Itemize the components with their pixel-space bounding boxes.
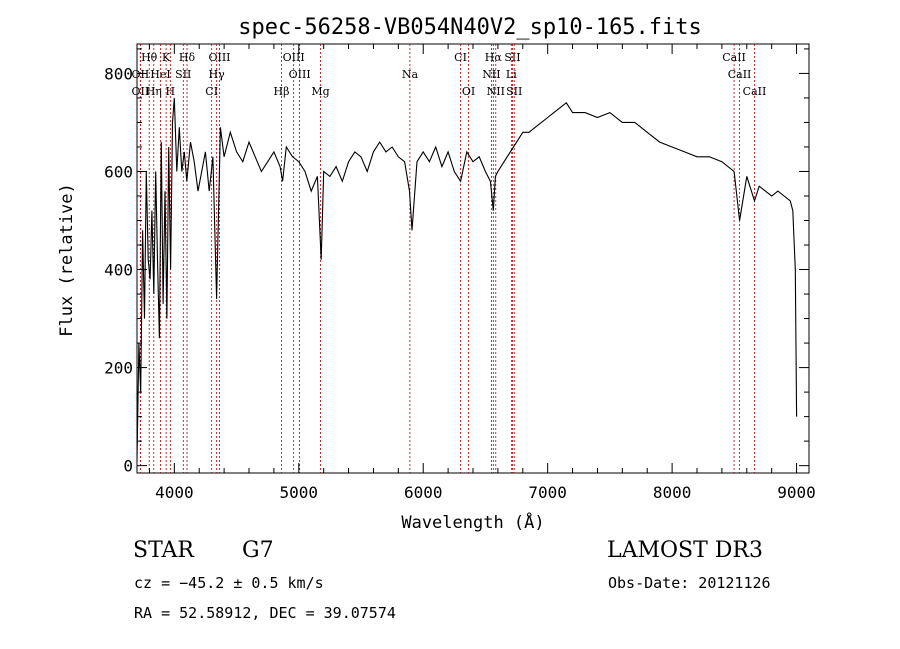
spectral-line-label: OI: [462, 85, 475, 98]
y-tick-label: 600: [104, 162, 133, 181]
y-axis-label: Flux (relative): [57, 183, 77, 337]
spectral-line-label: CI: [205, 85, 218, 98]
redshift-cz: cz = −45.2 ± 0.5 km/s: [134, 574, 324, 592]
flux-series: [136, 97, 798, 461]
object-subclass: G7: [242, 538, 274, 563]
axis-ticks: 4000 5000 6000 7000 8000 9000 0 200 400 600 800: [104, 44, 816, 502]
spectral-line-label: OII: [132, 85, 150, 98]
spectral-line-label: NII: [482, 68, 500, 81]
spectral-line-label: OIII: [289, 68, 311, 81]
spectral-line-label: CaII: [722, 51, 746, 64]
x-tick-label: 5000: [280, 483, 319, 502]
y-tick-label: 400: [104, 261, 133, 280]
spectral-line-label: OIII: [283, 51, 305, 64]
spectral-line-label: Hη: [146, 85, 162, 98]
spectral-line-label: K: [162, 51, 171, 64]
survey-name: LAMOST DR3: [607, 538, 763, 563]
spectral-line-label: Hγ: [209, 68, 226, 81]
spectral-line-label: Mg: [311, 85, 329, 98]
spectral-line-label: CaII: [728, 68, 752, 81]
observation-date: Obs-Date: 20121126: [608, 574, 771, 592]
spectral-line-label: SII: [506, 85, 522, 98]
spectral-line-label: SII: [175, 68, 191, 81]
chart-title: spec-56258-VB054N40V2_sp10-165.fits: [238, 15, 702, 40]
spectral-line-label: Hδ: [179, 51, 196, 64]
spectral-line-label: Hα: [485, 51, 503, 64]
spectral-line-label: NII: [487, 85, 505, 98]
x-axis-label: Wavelength (Å): [401, 511, 544, 533]
coordinates: RA = 52.58912, DEC = 39.07574: [134, 604, 396, 622]
spectral-line-label: Hθ: [141, 51, 158, 64]
spectral-line-label: OIII: [208, 51, 230, 64]
plot-frame: [136, 43, 810, 474]
x-tick-label: 4000: [155, 483, 194, 502]
spectral-line-label: Hβ: [274, 85, 290, 98]
y-tick-label: 200: [104, 359, 133, 378]
y-tick-label: 0: [123, 457, 133, 476]
flux-line: [136, 97, 798, 461]
spectral-line-label: SII: [504, 51, 520, 64]
y-tick-label: 800: [104, 64, 133, 83]
spectral-line-label: CI: [454, 51, 467, 64]
object-class: STAR: [133, 538, 194, 563]
spectral-line-label: HeI: [150, 68, 170, 81]
x-tick-label: 8000: [653, 483, 692, 502]
x-tick-label: 6000: [404, 483, 443, 502]
x-tick-label: 7000: [528, 483, 567, 502]
spectral-line-label: Li: [506, 68, 517, 81]
spectral-line-label: CaII: [743, 85, 767, 98]
spectral-line-label: OII: [132, 68, 150, 81]
spectral-line-label: H: [166, 85, 176, 98]
spectral-line-label: Na: [402, 68, 419, 81]
x-tick-label: 9000: [777, 483, 816, 502]
